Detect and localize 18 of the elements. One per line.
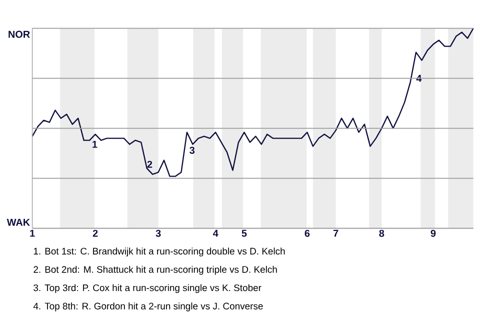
x-tick-label: 1 — [30, 230, 35, 237]
annotation: 1 — [92, 140, 98, 148]
x-tick-label: 6 — [304, 230, 310, 237]
text: 1. Bot 1st: C. Brandwijk hit a run-scoring double vs D. Kelch — [34, 248, 285, 256]
x-tick-label: 9 — [430, 230, 436, 237]
x-tick-label: 7 — [334, 230, 338, 237]
text: WAK — [6, 218, 30, 226]
x-tick-label: 5 — [242, 230, 247, 237]
x-tick-label: 8 — [379, 230, 384, 237]
text: 4. Top 8th: R. Gordon hit a 2-run single vs J. Converse — [33, 302, 263, 312]
annotation: 3 — [190, 146, 195, 154]
annotation: 2 — [147, 160, 152, 168]
text: 2. Bot 2nd: M. Shattuck hit a run-scoring triple vs D. Kelch — [34, 266, 277, 275]
x-tick-label: 3 — [156, 230, 161, 237]
text: NOR — [8, 30, 30, 38]
x-tick-label: 2 — [92, 230, 98, 237]
text: 3. Top 3rd: P. Cox hit a run-scoring single vs K. Stober — [34, 284, 262, 294]
x-tick-label: 4 — [212, 230, 218, 237]
